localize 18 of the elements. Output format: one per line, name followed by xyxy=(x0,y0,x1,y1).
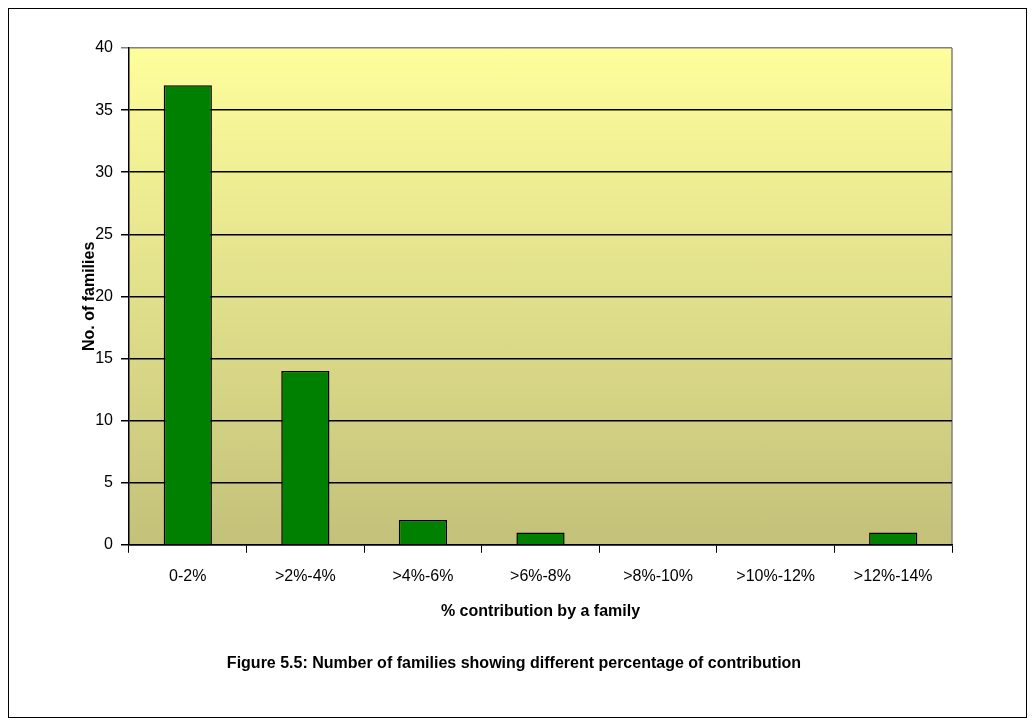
x-tick-label: >2%-4% xyxy=(274,566,336,584)
x-tick-label: >6%-8% xyxy=(510,566,571,584)
y-tick-label: 25 xyxy=(95,224,114,242)
y-tick-label: 5 xyxy=(104,473,114,491)
x-tick-label: >4%-6% xyxy=(392,566,454,584)
x-tick-label: >10%-12% xyxy=(736,566,815,584)
y-tick-label: 40 xyxy=(95,38,114,56)
x-axis-title: % contribution by a family xyxy=(440,601,641,619)
y-tick-label: 10 xyxy=(95,411,114,429)
y-tick-label: 30 xyxy=(95,162,114,180)
text: Figure 5.5: Number of families showing different percentage of contribution xyxy=(226,653,802,671)
y-tick-label: 15 xyxy=(95,348,114,366)
x-tick-label: >12%-14% xyxy=(853,566,933,584)
y-tick-label: 20 xyxy=(95,286,114,304)
x-tick-label: 0-2% xyxy=(169,566,207,584)
y-tick-label: 0 xyxy=(104,535,114,553)
y-tick-label: 35 xyxy=(95,100,114,118)
x-tick-label: >8%-10% xyxy=(623,566,693,584)
